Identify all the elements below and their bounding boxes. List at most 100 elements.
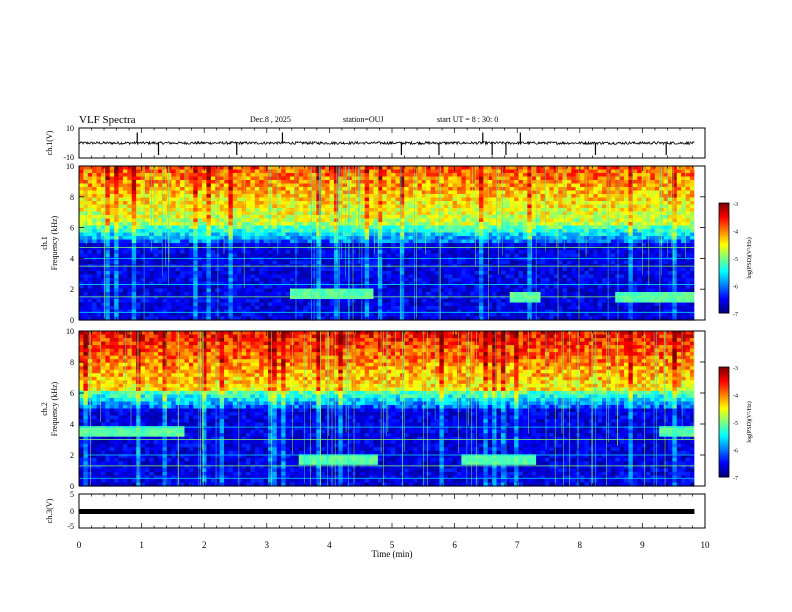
spec-cell bbox=[395, 274, 401, 279]
spec-cell bbox=[228, 309, 234, 314]
spec-cell bbox=[474, 222, 480, 227]
spec-cell bbox=[382, 218, 388, 223]
spec-cell bbox=[272, 239, 278, 244]
spec-cell bbox=[500, 299, 506, 304]
spec-cell bbox=[140, 278, 146, 283]
spec-cell bbox=[219, 246, 225, 251]
spec-cell bbox=[514, 316, 520, 321]
spec-cell bbox=[347, 183, 353, 188]
spec-cell bbox=[144, 302, 150, 307]
spec-cell bbox=[457, 180, 463, 185]
spec-cell bbox=[386, 253, 392, 258]
spec-cell bbox=[483, 204, 489, 209]
spec-cell bbox=[105, 257, 111, 262]
spec-cell bbox=[492, 222, 498, 227]
spec-cell bbox=[540, 236, 546, 241]
spec-cell bbox=[136, 187, 142, 192]
spec-cell bbox=[162, 236, 168, 241]
spec-cell bbox=[566, 288, 572, 293]
spec-cell bbox=[443, 215, 449, 220]
spec-cell bbox=[127, 260, 133, 265]
spec-cell bbox=[206, 190, 212, 195]
spec-cell bbox=[566, 281, 572, 286]
spec-cell bbox=[232, 313, 238, 318]
spec-cell bbox=[465, 232, 471, 237]
spec-cell bbox=[246, 215, 252, 220]
spec-cell bbox=[487, 250, 493, 255]
spec-cell bbox=[487, 232, 493, 237]
spec-cell bbox=[347, 295, 353, 300]
spec-cell bbox=[197, 187, 203, 192]
spec-cell bbox=[518, 187, 524, 192]
spec-cell bbox=[188, 313, 194, 318]
spec-cell bbox=[514, 218, 520, 223]
spec-cell bbox=[307, 201, 313, 206]
spec-cell bbox=[153, 232, 159, 237]
spec-cell bbox=[175, 208, 181, 213]
spec-cell bbox=[452, 313, 458, 318]
spec-cell bbox=[404, 302, 410, 307]
spec-cell bbox=[514, 187, 520, 192]
spec-cell bbox=[338, 232, 344, 237]
spec-cell bbox=[303, 194, 309, 199]
spec-cell bbox=[483, 180, 489, 185]
spec-cell bbox=[553, 267, 559, 272]
spec-cell bbox=[457, 292, 463, 297]
spec-cell bbox=[342, 197, 348, 202]
spec-cell bbox=[320, 194, 326, 199]
spec-cell bbox=[417, 232, 423, 237]
spec-cell bbox=[144, 285, 150, 290]
spec-cell bbox=[325, 316, 331, 321]
spec-cell bbox=[452, 215, 458, 220]
spec-cell bbox=[166, 211, 172, 216]
spec-cell bbox=[136, 215, 142, 220]
spec-cell bbox=[465, 260, 471, 265]
spec-cell bbox=[522, 229, 528, 234]
spec-cell bbox=[399, 271, 405, 276]
spec-cell bbox=[294, 246, 300, 251]
spec-cell bbox=[158, 211, 164, 216]
spec-cell bbox=[320, 250, 326, 255]
spec-cell bbox=[114, 215, 120, 220]
spec-cell bbox=[202, 313, 208, 318]
spec-cell bbox=[285, 302, 291, 307]
spec-cell bbox=[87, 218, 93, 223]
spec-cell bbox=[87, 313, 93, 318]
spec-cell bbox=[500, 215, 506, 220]
spec-cell bbox=[399, 236, 405, 241]
spec-cell bbox=[386, 218, 392, 223]
spec-cell bbox=[96, 250, 102, 255]
spec-cell bbox=[180, 166, 186, 171]
spec-cell bbox=[399, 197, 405, 202]
spec-cell bbox=[316, 225, 322, 230]
spec-cell bbox=[487, 313, 493, 318]
spec-cell bbox=[246, 229, 252, 234]
spec-cell bbox=[329, 260, 335, 265]
spec-cell bbox=[509, 176, 515, 181]
spec-cell bbox=[289, 183, 295, 188]
spec-cell bbox=[571, 197, 577, 202]
spec-cell bbox=[452, 190, 458, 195]
spec-cell bbox=[289, 208, 295, 213]
spec-cell bbox=[105, 229, 111, 234]
spec-cell bbox=[558, 253, 564, 258]
spec-cell bbox=[193, 288, 199, 293]
spec-cell bbox=[79, 204, 84, 209]
spec-cell bbox=[571, 229, 577, 234]
spec-cell bbox=[360, 229, 366, 234]
spec-cell bbox=[364, 239, 370, 244]
spec-cell bbox=[202, 166, 208, 171]
spec-cell bbox=[369, 176, 375, 181]
spec-cell bbox=[298, 180, 304, 185]
spec-cell bbox=[338, 278, 344, 283]
spec-cell bbox=[496, 215, 502, 220]
spec-cell bbox=[268, 313, 273, 318]
spec-cell bbox=[395, 288, 401, 293]
spec-cell bbox=[316, 215, 322, 220]
spec-cell bbox=[478, 190, 484, 195]
spec-cell bbox=[342, 278, 348, 283]
spec-cell bbox=[531, 229, 537, 234]
spec-cell bbox=[544, 313, 550, 318]
spec-cell bbox=[382, 260, 388, 265]
spec-cell bbox=[474, 243, 480, 248]
